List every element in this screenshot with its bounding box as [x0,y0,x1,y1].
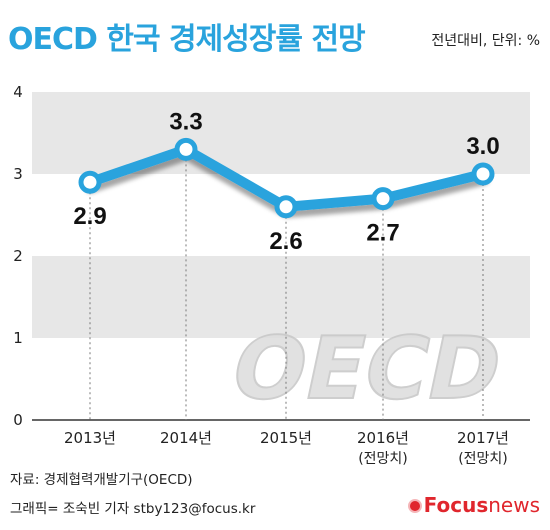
x-tick-sublabel: (전망치) [358,451,408,467]
data-label: 2.9 [73,203,106,230]
grid-bands [32,92,530,338]
data-point [471,162,495,186]
data-point [174,137,198,161]
x-tick-label: 2016년 [357,429,409,447]
source-note: 자료: 경제협력개발기구(OECD) [10,472,193,488]
logo-brand: Focus [423,493,489,517]
data-label: 2.7 [366,220,399,247]
data-point [371,187,395,211]
logo-mark-icon [407,499,422,513]
grid-band [32,256,530,338]
y-tick-label: 2 [13,247,23,265]
y-tick-label: 0 [13,411,23,429]
data-label: 3.0 [466,133,499,160]
data-point [274,195,298,219]
x-tick-sublabel: (전망치) [458,451,508,467]
data-label: 3.3 [169,108,202,135]
logo-suffix: news [488,493,540,517]
y-tick-label: 1 [13,329,23,347]
x-tick-label: 2015년 [260,429,312,447]
data-point [78,170,102,194]
x-tick-label: 2013년 [64,429,116,447]
x-tick-label: 2014년 [160,429,212,447]
credit-note: 그래픽= 조숙빈 기자 stby123@focus.kr [10,501,256,517]
y-axis-ticks: 0 1 2 3 4 [13,83,23,429]
grid-band [32,92,530,174]
data-labels: 2.9 3.3 2.6 2.7 3.0 [73,108,499,254]
oecd-watermark: OECD [223,318,511,419]
x-tick-label: 2017년 [457,429,509,447]
drop-lines [89,149,484,420]
page-title: OECD 한국 경제성장률 전망 [8,22,366,57]
focus-news-logo: Focusnews [407,493,540,517]
data-points [78,137,495,219]
y-tick-label: 4 [13,83,23,101]
y-tick-label: 3 [13,165,23,183]
unit-note: 전년대비, 단위: % [431,33,540,49]
x-axis-labels: 2013년 2014년 2015년 2016년 (전망치) 2017년 (전망치) [64,429,509,467]
data-label: 2.6 [269,228,302,255]
